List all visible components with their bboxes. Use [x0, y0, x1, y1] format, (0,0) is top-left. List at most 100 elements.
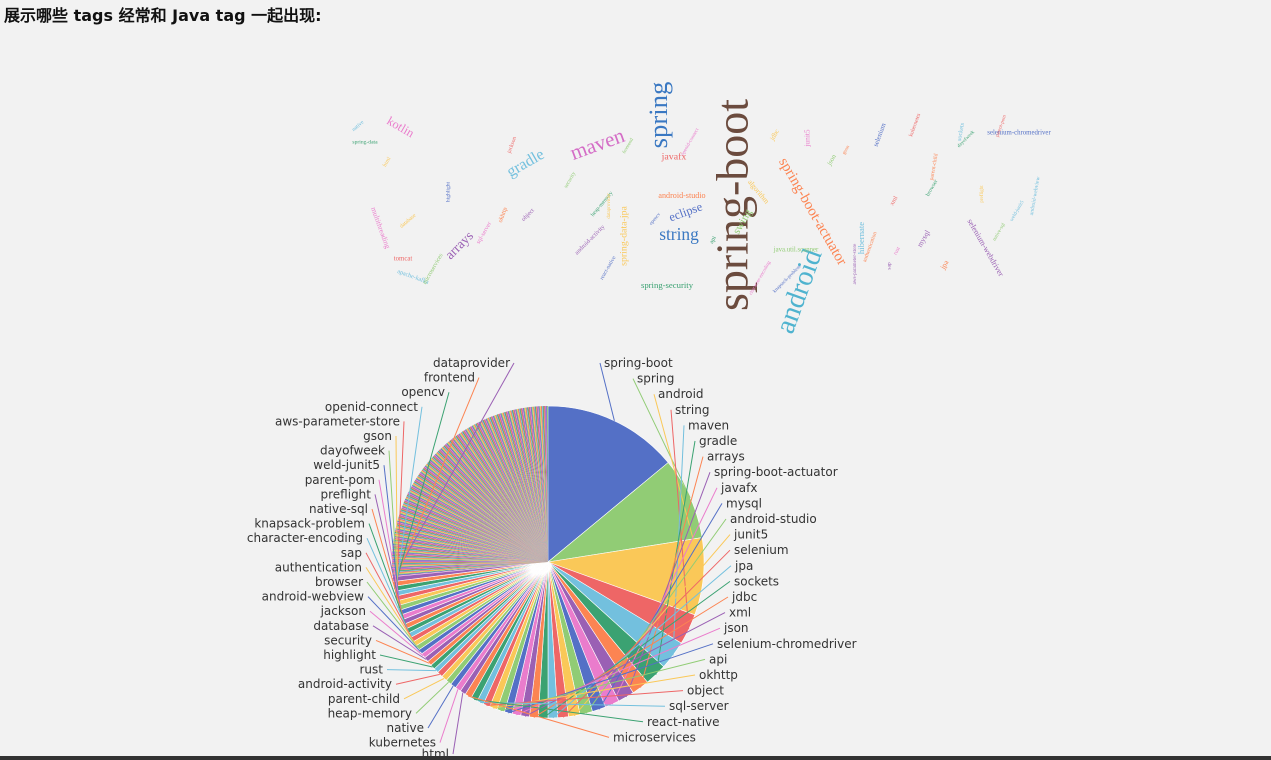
pie-slice-small[interactable] [494, 415, 548, 562]
pie-slice-small[interactable] [428, 460, 548, 562]
pie-slice-small[interactable] [392, 562, 548, 575]
pie-slice-small[interactable] [469, 426, 548, 562]
pie-slice-small[interactable] [517, 408, 548, 562]
pie-slice-small[interactable] [394, 533, 548, 562]
pie-slice-small[interactable] [468, 427, 548, 562]
pie-slice-small[interactable] [398, 515, 548, 562]
pie-slice-small[interactable] [511, 410, 548, 562]
pie-slice-small[interactable] [400, 511, 548, 562]
pie-slice-small[interactable] [392, 562, 548, 566]
pie-slice-small[interactable] [424, 465, 548, 562]
pie-slice-small[interactable] [392, 546, 548, 562]
pie-slice-small[interactable] [417, 476, 548, 562]
pie-slice-small[interactable] [401, 506, 548, 562]
pie-slice-small[interactable] [409, 488, 548, 562]
pie-slice-small[interactable] [410, 488, 548, 562]
pie-slice-small[interactable] [400, 509, 548, 562]
pie-slice-small[interactable] [423, 467, 548, 562]
pie-slice-small[interactable] [515, 409, 548, 562]
pie-slice-small[interactable] [487, 417, 548, 562]
pie-slice-small[interactable] [492, 416, 548, 562]
pie-slice-small[interactable] [448, 441, 548, 562]
pie-slice-small[interactable] [392, 556, 548, 562]
pie-slice-small[interactable] [419, 472, 548, 562]
pie-slice-small[interactable] [406, 495, 548, 562]
pie-slice-small[interactable] [497, 414, 548, 562]
pie-slice-small[interactable] [540, 406, 548, 562]
pie-slice-small[interactable] [406, 496, 548, 562]
pie-slice-small[interactable] [463, 430, 548, 562]
pie-slice-small[interactable] [392, 549, 548, 562]
pie-slice-small[interactable] [392, 562, 548, 568]
pie-slice-small[interactable] [442, 446, 548, 562]
pie-slice-small[interactable] [519, 408, 548, 562]
pie-slice-small[interactable] [393, 536, 548, 562]
pie-slice-small[interactable] [425, 464, 548, 562]
pie-slice-small[interactable] [403, 502, 548, 562]
pie-slice-small[interactable] [393, 538, 548, 562]
pie-slice-small[interactable] [398, 517, 548, 562]
pie-slice-small[interactable] [429, 459, 548, 562]
pie-slice-small[interactable] [407, 492, 548, 562]
pie-slice-small[interactable] [537, 406, 548, 562]
pie-slice-small[interactable] [481, 420, 548, 562]
pie-slice-small[interactable] [397, 520, 548, 562]
pie-slice-small[interactable] [459, 432, 548, 562]
pie-slice-small[interactable] [416, 477, 548, 562]
pie-slice-small[interactable] [477, 422, 548, 562]
pie-slice-small[interactable] [402, 505, 548, 562]
pie-slice-small[interactable] [505, 411, 548, 562]
pie-slice-small[interactable] [532, 406, 548, 562]
pie-slice-small[interactable] [393, 540, 548, 562]
pie-slice-small[interactable] [423, 466, 548, 562]
pie-slice-small[interactable] [507, 411, 548, 562]
pie-slice-small[interactable] [413, 482, 548, 562]
pie-slice-small[interactable] [531, 406, 548, 562]
pie-slice-small[interactable] [392, 562, 548, 569]
pie-slice-small[interactable] [520, 408, 548, 562]
pie-slice-small[interactable] [468, 427, 548, 562]
pie-slice-small[interactable] [503, 412, 548, 562]
pie-slice-small[interactable] [402, 506, 548, 562]
pie-slice-small[interactable] [395, 529, 548, 562]
pie-slice-small[interactable] [517, 408, 548, 562]
pie-slice-small[interactable] [397, 521, 548, 562]
pie-slice-small[interactable] [518, 408, 548, 562]
pie-slice-small[interactable] [409, 490, 548, 562]
pie-slice-small[interactable] [544, 406, 548, 562]
pie-slice-small[interactable] [484, 419, 548, 562]
pie-slice-small[interactable] [547, 405, 548, 562]
pie-slice-small[interactable] [424, 466, 548, 562]
pie-slice-small[interactable] [392, 549, 548, 562]
pie-slice-small[interactable] [455, 435, 548, 562]
pie-slice-small[interactable] [391, 561, 548, 563]
pie-slice-small[interactable] [527, 407, 548, 562]
pie-slice-small[interactable] [516, 409, 548, 562]
pie-slice-small[interactable] [392, 558, 548, 562]
pie-slice-small[interactable] [392, 562, 548, 570]
pie-slice-small[interactable] [546, 406, 548, 562]
pie-slice-small[interactable] [392, 562, 548, 573]
pie-slice-small[interactable] [404, 499, 548, 562]
pie-slice-small[interactable] [411, 484, 548, 562]
pie-slice-small[interactable] [392, 557, 548, 562]
pie-slice-small[interactable] [453, 437, 548, 562]
pie-slice-small[interactable] [398, 516, 548, 562]
pie-slice-small[interactable] [394, 534, 548, 562]
pie-slice-small[interactable] [392, 562, 548, 574]
pie-slice-small[interactable] [450, 439, 548, 562]
pie-slice-small[interactable] [416, 476, 548, 562]
pie-slice-small[interactable] [471, 425, 548, 562]
pie-slice-small[interactable] [399, 514, 548, 562]
pie-slice-small[interactable] [427, 462, 548, 562]
pie-slice-small[interactable] [392, 545, 548, 562]
pie-slice-small[interactable] [392, 562, 548, 577]
pie-slice-small[interactable] [392, 544, 548, 562]
pie-slice-small[interactable] [496, 414, 548, 562]
pie-slice-small[interactable] [452, 438, 548, 562]
pie-slice-small[interactable] [490, 416, 548, 562]
pie-slice-small[interactable] [489, 416, 548, 562]
pie-slice-small[interactable] [392, 555, 548, 562]
pie-slice-small[interactable] [392, 551, 548, 562]
pie-slice-spring-boot[interactable] [547, 405, 669, 563]
